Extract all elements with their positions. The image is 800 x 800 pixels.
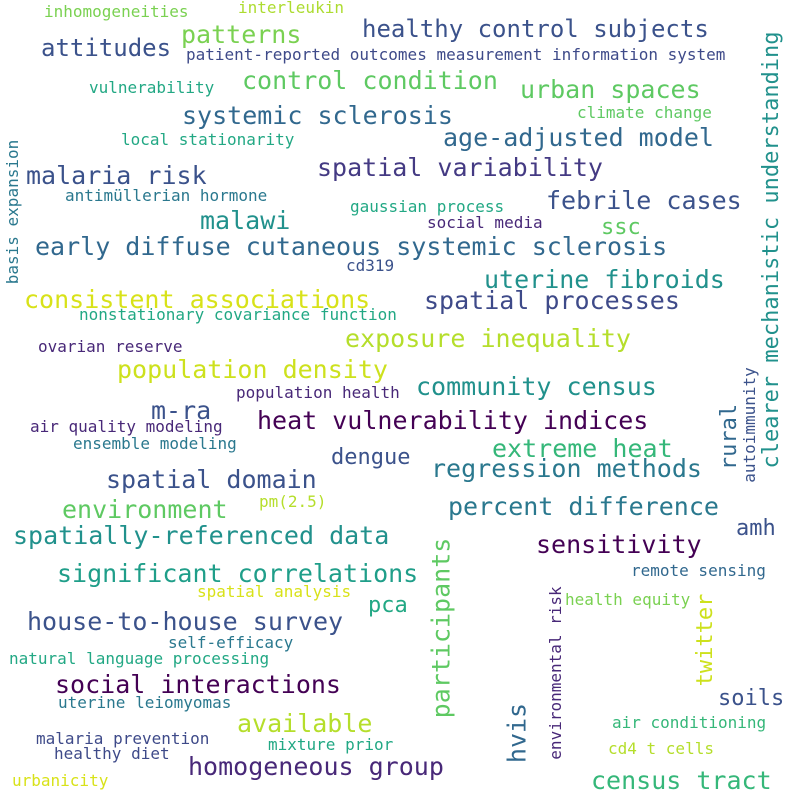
word-52: remote sensing bbox=[631, 561, 766, 580]
word-36: rural bbox=[717, 403, 742, 471]
word-46: percent difference bbox=[448, 492, 719, 521]
word-68: mixture prior bbox=[268, 735, 394, 754]
word-62: soils bbox=[718, 686, 785, 711]
word-53: environmental risk bbox=[546, 586, 565, 760]
word-43: spatial domain bbox=[106, 465, 317, 494]
word-40: ensemble modeling bbox=[73, 434, 237, 453]
word-33: community census bbox=[416, 372, 657, 401]
word-30: ovarian reserve bbox=[38, 337, 183, 356]
word-26: consistent associations bbox=[24, 285, 371, 314]
word-19: malawi bbox=[200, 206, 291, 235]
word-44: environment bbox=[62, 495, 228, 524]
word-47: amh bbox=[736, 516, 776, 541]
word-50: sensitivity bbox=[536, 530, 702, 559]
word-7: control condition bbox=[242, 66, 498, 95]
word-63: uterine leiomyomas bbox=[58, 693, 232, 712]
word-73: urbanicity bbox=[12, 771, 109, 790]
word-15: malaria risk bbox=[26, 161, 207, 190]
word-3: patterns bbox=[181, 20, 302, 49]
word-38: air quality modeling bbox=[30, 417, 223, 436]
word-6: clearer mechanistic understanding bbox=[759, 31, 784, 469]
word-25: uterine fibroids bbox=[484, 265, 725, 294]
word-57: health equity bbox=[565, 590, 691, 609]
word-13: age-adjusted model bbox=[443, 123, 714, 152]
word-9: vulnerability bbox=[89, 78, 215, 97]
word-20: gaussian process bbox=[350, 197, 505, 216]
word-10: climate change bbox=[577, 103, 712, 122]
word-8: urban spaces bbox=[520, 75, 701, 104]
word-55: pca bbox=[368, 593, 408, 618]
word-17: antimüllerian hormone bbox=[65, 186, 268, 205]
word-16: spatial variability bbox=[317, 153, 603, 182]
word-49: participants bbox=[426, 537, 456, 719]
word-4: attitudes bbox=[41, 34, 172, 62]
word-31: population density bbox=[117, 355, 388, 384]
word-0: inhomogeneities bbox=[44, 2, 189, 21]
word-66: hvis bbox=[502, 702, 532, 764]
word-45: pm(2.5) bbox=[259, 492, 327, 511]
word-18: febrile cases bbox=[546, 186, 742, 215]
word-12: local stationarity bbox=[121, 130, 295, 149]
word-60: natural language processing bbox=[9, 649, 270, 668]
word-65: air conditioning bbox=[612, 713, 767, 732]
word-2: healthy control subjects bbox=[362, 15, 709, 43]
word-48: spatially-referenced data bbox=[13, 521, 390, 550]
word-64: available bbox=[237, 709, 373, 738]
word-21: ssc bbox=[601, 215, 641, 240]
word-56: twitter bbox=[693, 593, 718, 687]
word-27: spatial processes bbox=[424, 286, 680, 315]
word-67: malaria prevention bbox=[36, 729, 210, 748]
word-23: early diffuse cutaneous systemic scleros… bbox=[35, 232, 668, 261]
word-51: significant correlations bbox=[57, 559, 419, 588]
word-22: social media bbox=[427, 213, 543, 232]
word-32: autoimmunity bbox=[740, 367, 759, 483]
word-29: exposure inequality bbox=[345, 324, 631, 353]
word-37: heat vulnerability indices bbox=[257, 406, 649, 435]
word-34: population health bbox=[236, 383, 400, 402]
word-11: systemic sclerosis bbox=[182, 101, 453, 130]
word-14: basis expansion bbox=[3, 139, 22, 285]
word-28: nonstationary covariance function bbox=[79, 305, 397, 324]
word-58: house-to-house survey bbox=[27, 607, 344, 636]
word-70: healthy diet bbox=[54, 744, 170, 763]
word-59: self-efficacy bbox=[168, 633, 294, 652]
word-5: patient-reported outcomes measurement in… bbox=[186, 45, 726, 64]
word-71: homogeneous group bbox=[188, 752, 444, 781]
word-39: extreme heat bbox=[492, 434, 673, 463]
word-72: census tract bbox=[591, 766, 772, 795]
word-42: regression methods bbox=[431, 454, 702, 483]
word-61: social interactions bbox=[55, 670, 341, 699]
word-1: interleukin bbox=[238, 0, 344, 17]
word-24: cd319 bbox=[346, 256, 395, 275]
word-69: cd4 t cells bbox=[608, 739, 714, 758]
word-54: spatial analysis bbox=[197, 582, 352, 601]
word-35: m-ra bbox=[151, 396, 212, 425]
word-41: dengue bbox=[331, 445, 411, 470]
